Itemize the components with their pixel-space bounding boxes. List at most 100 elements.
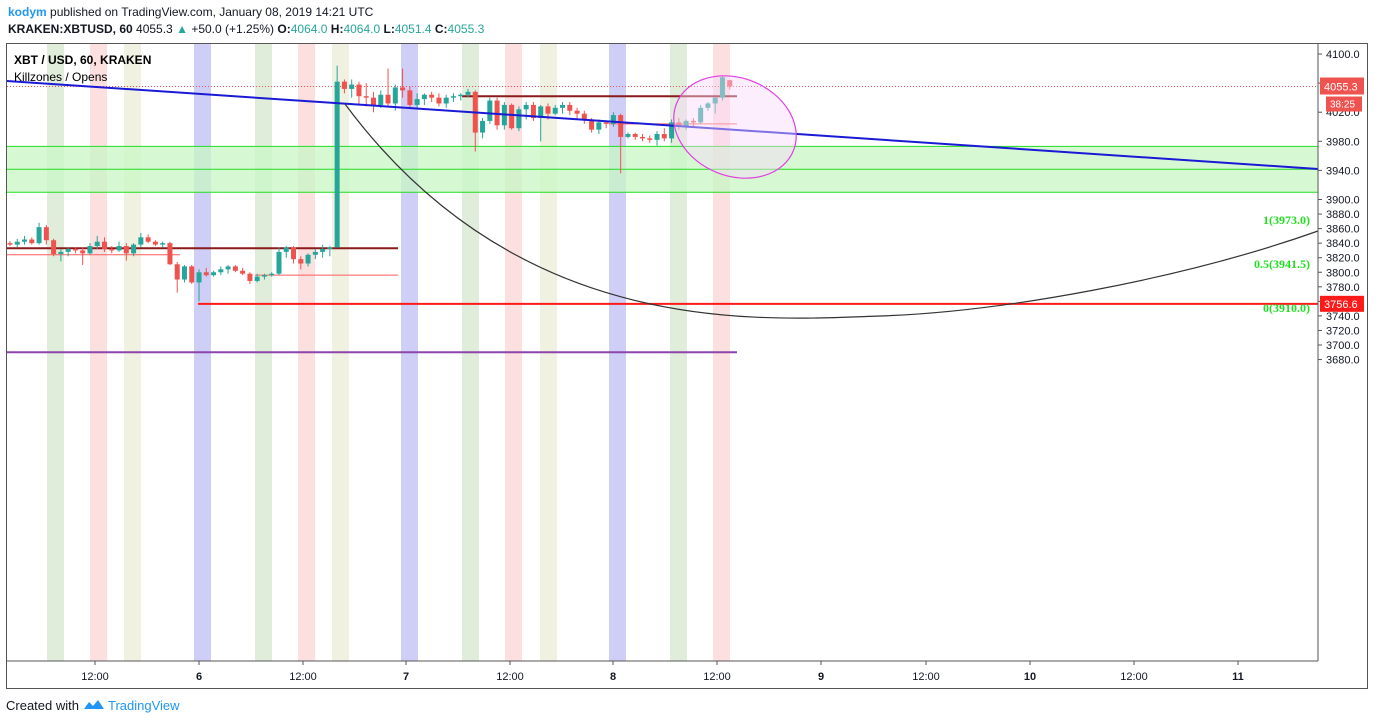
chart-frame [6,43,1368,689]
candle-body [269,273,275,276]
support-badge-label: 3756.6 [1324,299,1358,311]
last-price-badge [1320,77,1364,95]
candle-body [327,247,333,249]
price-tick-label: 3680.0 [1326,355,1360,367]
candle-body [436,97,442,104]
candle-body [647,138,653,140]
candle-body [298,259,304,264]
candle-body [509,104,515,129]
candle-body [654,134,660,140]
candle-body [109,248,115,251]
candle-body [276,251,282,274]
candle-body [334,81,340,248]
author-link[interactable]: kodym [8,5,47,19]
last-price: 4055.3 [136,22,173,36]
open-value: 4064.0 [290,22,328,36]
candle-body [51,240,57,255]
candle-body [516,109,522,129]
candle-body [465,91,471,95]
price-tick-label: 3800.0 [1326,267,1360,279]
price-tick-label: 3940.0 [1326,165,1360,177]
price-tick-label: 3740.0 [1326,311,1360,323]
countdown-badge [1326,96,1362,112]
candle-body [363,96,369,98]
high-value: 4064.0 [343,22,381,36]
candle-body [683,120,689,127]
candle-body [356,84,362,97]
candle-body [29,239,35,244]
brand-link[interactable]: TradingView [108,698,180,713]
candle-body [102,241,108,249]
candle-body [247,273,253,281]
rounding-bottom-curve [344,103,1319,319]
candle-body [283,247,289,252]
candle-body [407,90,413,105]
candle-body [639,136,645,139]
horizontal-levels [7,86,1318,354]
candle-body [661,134,667,139]
candle-body [131,244,137,254]
candle-body [116,246,122,251]
time-tick-label: 12:00 [289,671,317,683]
candle-body [14,241,20,245]
tradingview-logo-icon [83,698,108,713]
price-tick-label: 3820.0 [1326,253,1360,265]
candle-body [589,119,595,130]
candle-body [240,270,246,274]
time-tick-label: 11 [1232,671,1244,683]
candle-body [123,246,129,254]
price-tick-label: 3780.0 [1326,282,1360,294]
candle-body [94,241,100,247]
candle-body [320,248,326,252]
candle-body [603,122,609,124]
candle-body [538,106,544,119]
candle-body [712,97,718,104]
time-tick-label: 12:00 [703,671,731,683]
candle-body [160,243,166,245]
candle-body [705,103,711,108]
candle-body [690,120,696,123]
candle-body [429,94,435,98]
candle-body [414,99,420,105]
close-label: C: [434,22,448,36]
candle-body [400,87,406,91]
candle-body [530,104,536,119]
candle-body [552,107,558,114]
countdown-label: 38:25 [1330,100,1355,111]
candle-body [36,227,42,244]
up-arrow-icon: ▲ [176,22,188,36]
candle-body [152,241,158,245]
publish-info: published on TradingView.com, January 08… [50,5,374,19]
last-price-badge-label: 4055.3 [1324,82,1358,94]
drawings [6,75,1319,319]
candle-body [371,97,376,105]
publish-header: kodym published on TradingView.com, Janu… [8,5,373,19]
candle-body [545,106,551,114]
candle-body [421,94,427,100]
candle-body [80,250,86,254]
candle-body [487,100,493,121]
high-label: H: [330,22,344,36]
time-tick-label: 12:00 [81,671,109,683]
legend-indicator: Killzones / Opens [14,70,107,84]
price-tick-label: 3720.0 [1326,325,1360,337]
price-tick-label: 3840.0 [1326,238,1360,250]
footer: Created with TradingView [6,698,180,713]
candle-body [167,243,173,265]
candle-body [225,266,231,270]
candle-body [385,94,391,104]
candle-body [65,248,71,252]
candle-body [58,251,64,255]
fib-label: 0.5(3941.5) [1254,257,1310,271]
time-tick-label: 6 [196,671,202,683]
time-tick-label: 12:00 [912,671,940,683]
created-with: Created with [6,698,79,713]
candle-body [618,115,624,137]
low-value: 4051.4 [394,22,432,36]
candle-body [341,81,347,89]
price-tick-label: 3900.0 [1326,195,1360,207]
candle-body [574,110,580,114]
candle-body [610,115,616,124]
price-tick-label: 3860.0 [1326,224,1360,236]
